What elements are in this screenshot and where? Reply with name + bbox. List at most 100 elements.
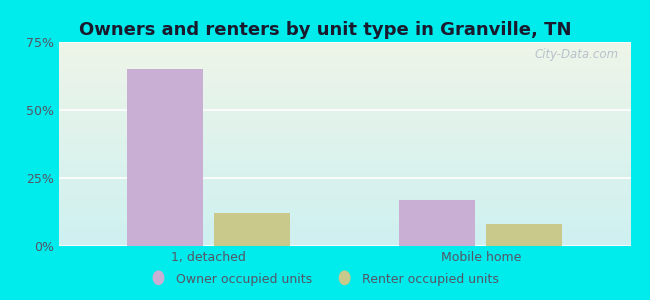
Bar xyxy=(58,57,630,59)
Bar xyxy=(58,124,630,125)
Bar xyxy=(58,208,630,210)
Bar xyxy=(486,224,562,246)
Bar xyxy=(58,80,630,81)
Text: Owners and renters by unit type in Granville, TN: Owners and renters by unit type in Granv… xyxy=(79,21,571,39)
Bar xyxy=(58,139,630,141)
Bar xyxy=(58,86,630,88)
Bar xyxy=(58,71,630,73)
Bar xyxy=(58,169,630,171)
Bar xyxy=(58,120,630,122)
Bar xyxy=(58,238,630,239)
Bar xyxy=(58,147,630,149)
Bar xyxy=(58,112,630,113)
Bar xyxy=(58,215,630,217)
Bar xyxy=(58,122,630,124)
Bar xyxy=(58,222,630,224)
Bar xyxy=(58,73,630,74)
Bar xyxy=(58,217,630,219)
Bar xyxy=(58,176,630,178)
Bar xyxy=(58,161,630,163)
Bar xyxy=(58,50,630,52)
Bar xyxy=(58,234,630,236)
Bar xyxy=(58,183,630,185)
Bar xyxy=(58,127,630,129)
Bar xyxy=(58,205,630,207)
Bar xyxy=(58,78,630,80)
Bar xyxy=(58,151,630,152)
Bar xyxy=(58,195,630,197)
Bar xyxy=(58,244,630,246)
Bar xyxy=(58,210,630,212)
Bar xyxy=(58,197,630,198)
Bar xyxy=(58,83,630,85)
Bar xyxy=(58,168,630,169)
Bar xyxy=(58,68,630,69)
Bar xyxy=(58,42,630,44)
Bar xyxy=(58,113,630,115)
Bar xyxy=(58,132,630,134)
Bar xyxy=(58,154,630,156)
Bar xyxy=(58,224,630,226)
Bar xyxy=(58,178,630,180)
Bar xyxy=(58,44,630,45)
Bar xyxy=(58,81,630,83)
Bar xyxy=(58,158,630,159)
Bar xyxy=(58,96,630,98)
Bar xyxy=(58,214,630,215)
Bar xyxy=(58,95,630,96)
Bar xyxy=(58,66,630,68)
Bar xyxy=(58,136,630,137)
Bar xyxy=(58,202,630,203)
Bar xyxy=(58,49,630,50)
Bar xyxy=(58,130,630,132)
Bar xyxy=(58,236,630,238)
Bar xyxy=(58,108,630,110)
Bar xyxy=(58,101,630,103)
Bar xyxy=(399,200,475,246)
Bar xyxy=(58,166,630,168)
Bar xyxy=(58,100,630,101)
Bar xyxy=(58,187,630,188)
Bar xyxy=(58,62,630,64)
Bar xyxy=(58,152,630,154)
Bar xyxy=(58,149,630,151)
Bar xyxy=(58,198,630,200)
Bar xyxy=(58,239,630,241)
Bar xyxy=(58,76,630,78)
Bar xyxy=(58,117,630,118)
Bar xyxy=(58,110,630,112)
Bar xyxy=(58,226,630,227)
Bar xyxy=(58,192,630,193)
Bar xyxy=(58,200,630,202)
Bar xyxy=(58,90,630,91)
Bar xyxy=(58,159,630,161)
Bar xyxy=(58,134,630,136)
Bar xyxy=(58,142,630,144)
Bar xyxy=(58,59,630,61)
Bar xyxy=(58,163,630,164)
Bar xyxy=(58,164,630,166)
Bar xyxy=(58,106,630,108)
Bar xyxy=(58,232,630,234)
Bar xyxy=(58,54,630,56)
Bar xyxy=(58,203,630,205)
Bar xyxy=(58,188,630,190)
Bar xyxy=(127,69,203,246)
Bar xyxy=(58,129,630,130)
Bar xyxy=(58,212,630,214)
Bar xyxy=(58,74,630,76)
Bar xyxy=(58,125,630,127)
Bar xyxy=(58,56,630,57)
Text: City-Data.com: City-Data.com xyxy=(535,48,619,61)
Bar xyxy=(58,45,630,47)
Bar xyxy=(58,103,630,105)
Bar xyxy=(58,91,630,93)
Bar xyxy=(58,227,630,229)
Bar xyxy=(58,61,630,62)
Bar xyxy=(58,190,630,192)
Bar xyxy=(58,47,630,49)
Bar xyxy=(58,144,630,146)
Bar xyxy=(58,229,630,231)
Bar xyxy=(58,171,630,173)
Bar xyxy=(58,156,630,158)
